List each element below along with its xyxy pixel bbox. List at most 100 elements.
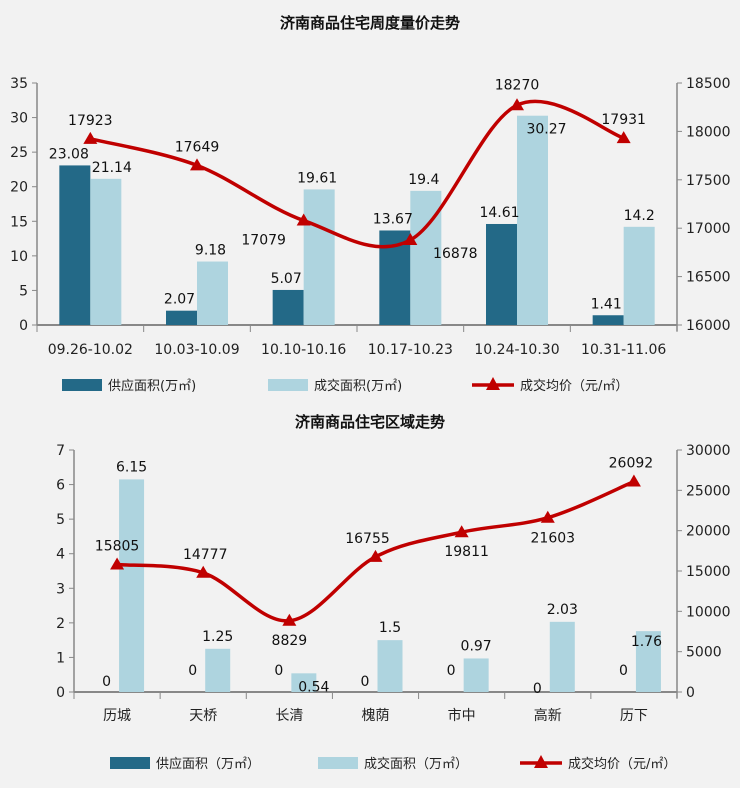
deal-data-label: 0.97 — [461, 638, 492, 654]
price-marker — [403, 233, 418, 246]
price-marker — [83, 131, 98, 144]
legend-label-price: 成交均价（元/㎡） — [520, 378, 628, 394]
legend-label-deal: 成交面积（万㎡） — [364, 756, 468, 772]
y-tick-label: 2 — [56, 616, 65, 632]
price-data-label: 16878 — [433, 246, 478, 262]
price-data-label: 18270 — [495, 77, 540, 93]
deal-data-label: 0.54 — [298, 679, 329, 695]
price-data-label: 21603 — [531, 531, 576, 547]
supply-data-label: 0 — [102, 674, 111, 690]
x-tick-label: 历下 — [620, 708, 648, 724]
y-tick-label: 20 — [10, 180, 28, 196]
price-data-label: 16755 — [345, 531, 390, 547]
supply-bar — [59, 165, 91, 325]
y2-tick-label: 18500 — [686, 76, 731, 92]
legend-label-deal: 成交面积(万㎡) — [314, 378, 402, 394]
price-marker — [190, 158, 204, 171]
legend-swatch-deal — [318, 757, 358, 769]
legend-swatch-deal — [268, 379, 308, 391]
y2-tick-label: 18000 — [686, 124, 731, 140]
y2-tick-label: 17500 — [686, 173, 731, 189]
supply-data-label: 0 — [274, 663, 283, 679]
price-marker — [454, 525, 469, 538]
deal-data-label: 1.5 — [379, 620, 401, 636]
deal-data-label: 14.2 — [624, 208, 655, 224]
chart-title: 济南商品住宅周度量价走势 — [280, 14, 460, 32]
deal-bar — [205, 648, 231, 692]
y-tick-label: 7 — [56, 443, 65, 459]
price-marker — [540, 510, 555, 523]
legend-label-supply: 供应面积（万㎡） — [156, 756, 260, 772]
x-tick-label: 天桥 — [189, 708, 217, 724]
x-tick-label: 10.24-10.30 — [474, 342, 559, 358]
price-marker — [110, 557, 125, 570]
supply-bar — [486, 223, 517, 325]
y-tick-label: 5 — [56, 512, 65, 528]
deal-bar — [549, 621, 575, 692]
deal-data-label: 9.18 — [195, 243, 226, 259]
supply-data-label: 5.07 — [271, 271, 302, 287]
deal-bar — [291, 673, 317, 692]
deal-bar — [463, 658, 489, 692]
price-marker — [368, 549, 383, 562]
x-tick-label: 10.31-11.06 — [581, 342, 666, 358]
supply-bar — [166, 310, 197, 325]
y-tick-label: 30 — [10, 111, 28, 127]
x-tick-label: 高新 — [534, 707, 562, 724]
y-tick-label: 15 — [10, 214, 28, 230]
supply-data-label: 0 — [533, 681, 542, 697]
deal-data-label: 1.25 — [202, 629, 233, 645]
y-tick-label: 35 — [10, 76, 28, 92]
y-tick-label: 0 — [56, 685, 65, 701]
x-tick-label: 长清 — [275, 708, 303, 724]
legend-label-supply: 供应面积(万㎡) — [108, 378, 196, 394]
y-tick-label: 10 — [10, 249, 28, 265]
deal-data-label: 19.4 — [408, 172, 439, 188]
y2-tick-label: 16500 — [686, 270, 731, 286]
supply-bar — [272, 289, 304, 325]
legend-swatch-supply — [110, 757, 150, 769]
supply-data-label: 13.67 — [373, 211, 413, 227]
price-marker — [196, 565, 211, 578]
y-tick-label: 5 — [19, 283, 28, 299]
price-data-label: 17931 — [601, 112, 646, 128]
deal-data-label: 21.14 — [92, 160, 132, 176]
y2-tick-label: 25000 — [686, 483, 731, 499]
price-data-label: 26092 — [609, 456, 654, 472]
deal-data-label: 1.76 — [631, 634, 662, 650]
chart-1: 济南商品住宅周度量价走势 0 5 10 15 20 25 30 35 16000 16500 1700… — [10, 14, 730, 394]
deal-data-label: 19.61 — [297, 170, 337, 186]
price-data-label: 17923 — [68, 113, 113, 129]
deal-data-label: 2.03 — [547, 602, 578, 618]
x-tick-label: 槐荫 — [362, 708, 390, 724]
y-tick-label: 0 — [19, 318, 28, 334]
legend-marker-price — [534, 755, 548, 768]
supply-data-label: 23.08 — [49, 146, 89, 162]
deal-bar — [303, 189, 335, 325]
price-data-label: 17079 — [241, 233, 286, 249]
y2-tick-label: 0 — [686, 685, 695, 701]
y-tick-label: 6 — [56, 478, 65, 494]
y2-tick-label: 30000 — [686, 443, 731, 459]
deal-data-label: 6.15 — [116, 459, 147, 475]
legend-swatch-supply — [62, 379, 102, 391]
y2-tick-label: 20000 — [686, 524, 731, 540]
supply-data-label: 2.07 — [164, 292, 195, 308]
supply-data-label: 14.61 — [479, 205, 519, 221]
price-marker — [282, 613, 297, 626]
price-data-label: 19811 — [444, 544, 489, 560]
deal-bar — [90, 178, 122, 325]
price-marker — [626, 474, 641, 487]
price-data-label: 14777 — [183, 547, 228, 563]
deal-bar — [377, 640, 403, 692]
deal-data-label: 30.27 — [526, 122, 566, 138]
y-tick-label: 1 — [56, 650, 65, 666]
x-tick-label: 10.03-10.09 — [154, 342, 239, 358]
deal-bar — [119, 479, 145, 692]
chart-title: 济南商品住宅区域走势 — [295, 413, 445, 431]
supply-data-label: 0 — [619, 663, 628, 679]
legend-marker-price — [486, 377, 500, 390]
supply-data-label: 0 — [188, 663, 197, 679]
supply-data-label: 0 — [361, 674, 370, 690]
